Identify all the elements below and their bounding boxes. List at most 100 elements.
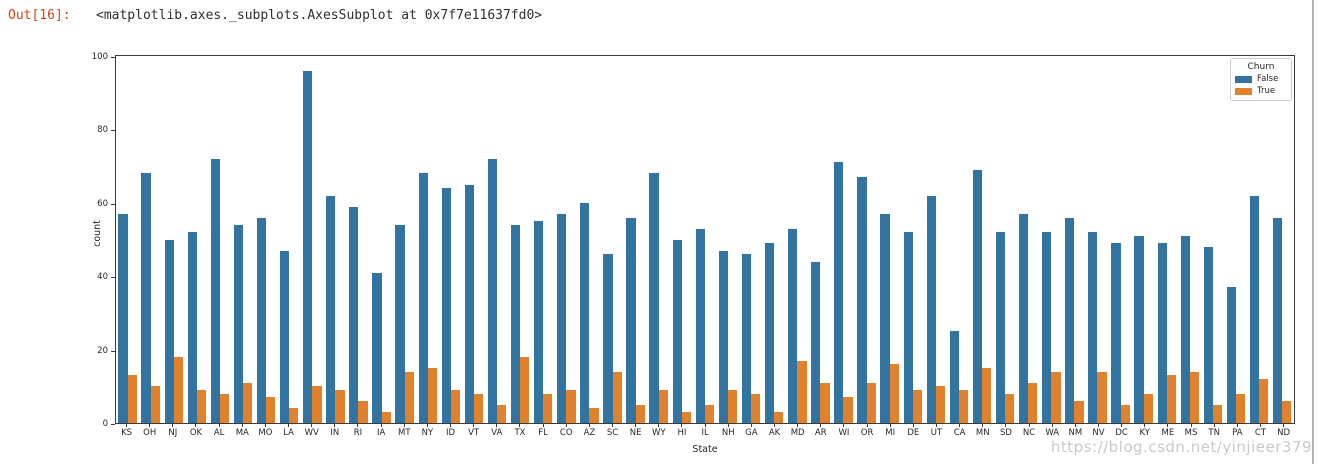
xtick-label: MO <box>258 428 273 438</box>
bar-group-WV <box>301 56 324 423</box>
xtick-mark <box>195 424 197 427</box>
xtick-mark <box>1028 424 1030 427</box>
xtick-NV: NV <box>1087 424 1110 438</box>
xtick-ND: ND <box>1272 424 1295 438</box>
xtick-MI: MI <box>879 424 902 438</box>
bar-false-NE <box>626 217 636 423</box>
xtick-label: WA <box>1045 428 1060 438</box>
xtick-mark <box>982 424 984 427</box>
xtick-RI: RI <box>346 424 369 438</box>
xtick-mark <box>519 424 521 427</box>
xtick-label: NV <box>1092 428 1105 438</box>
xtick-label: DE <box>907 428 920 438</box>
bar-false-AL <box>210 158 220 423</box>
bar-group-NC <box>1017 56 1040 423</box>
bar-group-WY <box>647 56 670 423</box>
xtick-WA: WA <box>1041 424 1064 438</box>
xtick-label: ID <box>446 428 456 438</box>
xtick-mark <box>288 424 290 427</box>
bar-true-RI <box>358 401 368 423</box>
xtick-label: NC <box>1022 428 1036 438</box>
bar-group-OH <box>139 56 162 423</box>
bar-group-KY <box>1132 56 1155 423</box>
xtick-label: AZ <box>583 428 596 438</box>
xtick-label: OR <box>860 428 874 438</box>
bar-true-CT <box>1259 379 1269 423</box>
xtick-IN: IN <box>323 424 346 438</box>
xtick-mark <box>866 424 868 427</box>
bar-group-OK <box>185 56 208 423</box>
xtick-mark <box>149 424 151 427</box>
bar-group-UT <box>924 56 947 423</box>
bar-group-GA <box>740 56 763 423</box>
bar-true-WI <box>843 397 853 423</box>
xtick-MO: MO <box>254 424 277 438</box>
xtick-mark <box>241 424 243 427</box>
xtick-label: NH <box>721 428 735 438</box>
xtick-NE: NE <box>624 424 647 438</box>
xtick-mark <box>1144 424 1146 427</box>
xtick-label: CT <box>1254 428 1267 438</box>
bar-true-TX <box>520 356 530 423</box>
bar-false-DC <box>1111 243 1121 423</box>
legend-title: Churn <box>1247 62 1275 72</box>
xtick-label: OH <box>143 428 157 438</box>
xtick-label: KS <box>121 428 133 438</box>
xtick-mark <box>1213 424 1215 427</box>
xtick-mark <box>218 424 220 427</box>
legend: Churn False True <box>1230 58 1292 101</box>
bar-true-TN <box>1212 404 1223 423</box>
bar-false-KY <box>1134 235 1144 423</box>
bar-true-KY <box>1143 393 1153 423</box>
xtick-label: VA <box>491 428 503 438</box>
xtick-label: SD <box>999 428 1012 438</box>
xtick-NJ: NJ <box>161 424 184 438</box>
xtick-mark <box>403 424 405 427</box>
ytick-label-100: 100 <box>91 52 108 62</box>
bar-group-NV <box>1086 56 1109 423</box>
bar-group-DE <box>901 56 924 423</box>
xtick-label: RI <box>353 428 363 438</box>
xtick-label: IA <box>376 428 386 438</box>
xtick-DE: DE <box>902 424 925 438</box>
xtick-AL: AL <box>208 424 231 438</box>
ytick-label-80: 80 <box>97 125 108 136</box>
xtick-label: CA <box>953 428 966 438</box>
bar-group-SD <box>994 56 1017 423</box>
bar-true-PA <box>1236 393 1246 423</box>
xtick-mark <box>959 424 961 427</box>
out-prompt: Out[16]: <box>8 8 71 23</box>
bar-false-OH <box>141 173 151 423</box>
bar-false-MA <box>233 224 244 423</box>
bar-false-NC <box>1018 213 1029 423</box>
bar-group-AK <box>763 56 786 423</box>
bar-group-MO <box>255 56 278 423</box>
xtick-CO: CO <box>555 424 578 438</box>
bar-false-IN <box>326 195 336 423</box>
bar-true-MA <box>243 382 253 423</box>
xtick-mark <box>843 424 845 427</box>
xtick-mark <box>1283 424 1285 427</box>
bar-group-KS <box>116 56 139 423</box>
bar-true-CA <box>958 390 969 423</box>
xtick-mark <box>704 424 706 427</box>
xtick-label: WV <box>304 428 319 438</box>
bar-true-WY <box>658 390 668 423</box>
xtick-MS: MS <box>1179 424 1202 438</box>
bar-group-CA <box>947 56 970 423</box>
xtick-WV: WV <box>300 424 323 438</box>
xtick-label: WY <box>652 428 666 438</box>
bar-group-IA <box>370 56 393 423</box>
bar-group-FL <box>532 56 555 423</box>
xtick-OH: OH <box>138 424 161 438</box>
xtick-DC: DC <box>1110 424 1133 438</box>
bar-false-OR <box>857 177 867 423</box>
bar-group-ME <box>1155 56 1178 423</box>
legend-entries: False True <box>1235 74 1287 96</box>
xtick-GA: GA <box>740 424 763 438</box>
xtick-label: MT <box>397 428 411 438</box>
bar-true-IN <box>335 390 345 423</box>
xtick-mark <box>1074 424 1076 427</box>
xtick-mark <box>889 424 891 427</box>
xtick-label: ME <box>1161 428 1175 438</box>
